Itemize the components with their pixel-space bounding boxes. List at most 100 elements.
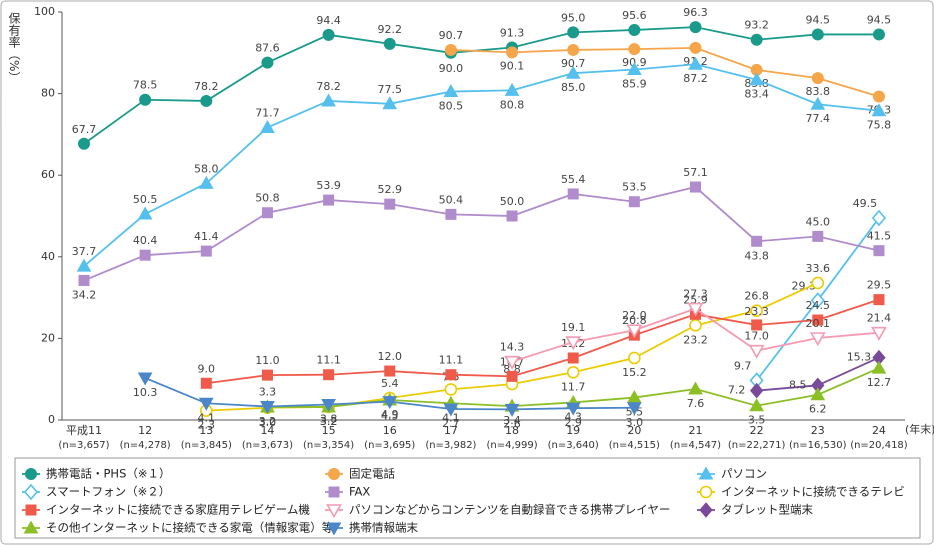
series: 7.2 8.5 15.3 [728,349,886,399]
data-label: 2.7 [442,417,460,430]
x-tick-label: 15 [322,424,336,437]
data-label: 78.5 [133,79,158,92]
data-label: 43.8 [744,249,769,262]
marker [749,398,765,412]
legend-label: FAX [349,485,370,499]
data-label: 29.5 [867,279,892,292]
marker [687,302,704,317]
marker [871,209,887,227]
marker [78,137,90,150]
marker [872,90,885,103]
marker [78,274,90,286]
data-label: 92.2 [378,23,403,36]
legend-label: 携帯電話・PHS（※１） [46,467,171,481]
marker [751,235,763,247]
data-label: 34.2 [72,288,97,301]
data-label: 11.7 [561,380,586,393]
data-label: 3.5 [748,414,766,427]
series-line [450,47,880,98]
data-label: 94.4 [316,14,341,27]
marker [811,28,824,41]
marker [198,397,214,411]
legend-label: インターネットに接続できるテレビ [721,485,905,499]
marker [384,365,396,377]
data-label: 49.5 [853,197,878,210]
x-tick-label: 平成11 [66,424,102,437]
x-tick-label: 21 [689,424,703,437]
x-sample-size: (n=3,673) [242,440,293,451]
data-label: 53.5 [622,181,647,194]
marker [628,43,641,56]
marker [139,93,152,106]
marker [382,396,398,410]
data-label: 33.6 [806,262,831,275]
marker [328,486,340,498]
marker [261,207,273,219]
marker [688,381,703,395]
data-label: 91.3 [500,26,525,39]
data-label: 3.2 [320,415,338,428]
data-label: 95.6 [622,9,647,22]
data-label: 3.2 [320,415,338,428]
data-label: 7.2 [728,384,746,397]
marker [811,276,825,290]
series-line [83,186,880,282]
data-label: 50.0 [500,195,525,208]
legend-label: インターネットに接続できる家庭用テレビゲーム機 [46,503,310,517]
data-label: 87.2 [683,72,708,85]
data-label: 4.3 [564,410,582,423]
marker [690,181,701,193]
marker [565,65,581,79]
data-label: 2.6 [503,417,521,430]
data-label: 87.6 [255,42,280,55]
marker [323,369,335,381]
data-label: 11.1 [316,354,341,367]
legend-label: スマートフォン（※２） [46,485,170,499]
data-label: 90.7 [561,57,586,70]
data-label: 12.0 [378,350,403,363]
marker [688,56,703,70]
x-tick-label: 22 [750,424,764,437]
marker [200,94,213,107]
data-label: 20.8 [622,314,647,327]
marker [812,230,824,242]
marker [567,26,580,39]
data-label: 10.3 [133,386,158,399]
marker [698,466,714,480]
series-line [206,298,880,385]
data-label: 11.0 [255,354,280,367]
marker [328,468,340,480]
marker [23,520,39,534]
data-label: 90.0 [439,62,464,75]
marker [506,370,518,382]
marker [444,383,458,396]
data-label: 12.7 [867,376,892,389]
data-label: 15.2 [622,366,647,379]
data-label: 11.1 [439,354,464,367]
marker [873,294,885,306]
x-sample-size: (n=3,695) [364,440,415,451]
x-tick-label: 16 [383,424,397,437]
marker [137,206,153,220]
x-sample-size: (n=3,640) [548,440,599,451]
x-tick-label: 12 [138,424,152,437]
data-label: 85.0 [561,81,586,94]
data-label: 50.8 [255,192,280,205]
marker [200,377,212,389]
data-label: 3.3 [259,386,277,399]
series: 67.7 78.5 78.2 87.6 94.4 92.2 90.0 91.3 95.0 95.6… [72,6,891,150]
series-line [83,26,879,145]
data-label: 78.2 [316,80,341,93]
marker [506,46,519,59]
marker [810,292,825,309]
marker [567,188,579,200]
data-label: 23.3 [744,305,769,318]
marker [139,249,151,261]
marker [567,352,579,364]
data-label: 41.4 [194,230,219,243]
marker [871,360,887,374]
marker [751,319,763,331]
marker [23,483,39,501]
data-label: 37.7 [72,245,97,258]
marker [382,96,398,110]
